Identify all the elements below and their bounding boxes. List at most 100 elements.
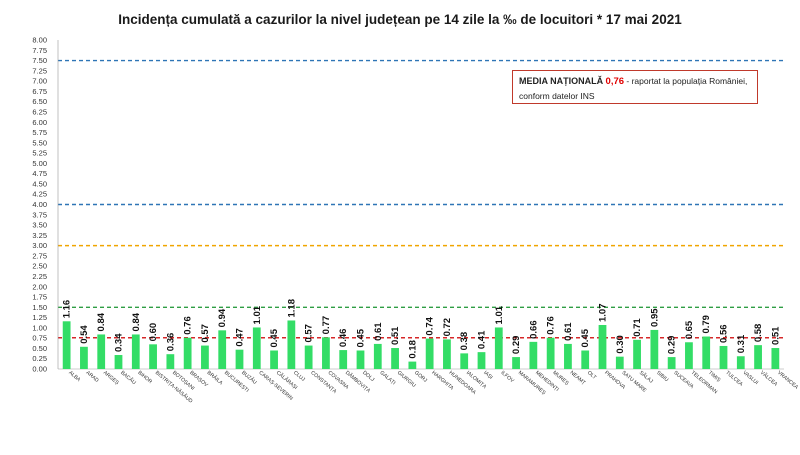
y-axis: 0.00 0.250.500.75 1.001.251.501.75 2.002.25…	[32, 36, 784, 374]
y-tick-label: 3.00	[32, 241, 47, 250]
bars	[62, 320, 780, 369]
x-tick-label: ALBA	[67, 370, 81, 383]
data-label: 0.31	[736, 334, 747, 353]
bar	[581, 350, 590, 369]
bar	[667, 357, 676, 369]
data-label: 0.45	[580, 328, 591, 347]
data-label: 0.45	[356, 328, 367, 347]
data-label: 0.45	[269, 328, 280, 347]
x-tick-label: CLUJ	[292, 370, 306, 383]
x-tick-label: SIBIU	[655, 370, 669, 383]
y-tick-label: 0.00	[32, 365, 47, 374]
x-tick-label: BACĂU	[119, 369, 137, 386]
data-label: 0.30	[615, 335, 626, 354]
data-label: 0.66	[528, 320, 539, 339]
data-label: 1.01	[494, 305, 505, 324]
data-label: 0.84	[96, 312, 107, 331]
bar	[166, 354, 175, 369]
y-tick-label: 4.25	[32, 190, 47, 199]
bar	[252, 327, 261, 369]
bar	[685, 342, 693, 369]
data-label: 0.38	[459, 332, 470, 351]
legend-national-average: MEDIA NAȚIONALĂ 0,76 - raportat la popul…	[512, 70, 758, 104]
data-label: 0.51	[770, 326, 781, 345]
bar	[615, 356, 624, 369]
data-label: 0.60	[148, 323, 159, 342]
bar	[771, 348, 780, 369]
data-label: 0.29	[511, 336, 522, 355]
x-tick-label: OLT	[586, 370, 598, 381]
y-tick-label: 6.00	[32, 118, 47, 127]
x-tick-label: BIHOR	[137, 370, 154, 385]
data-label: 0.84	[131, 312, 142, 331]
bar	[494, 327, 503, 369]
bar	[702, 336, 711, 369]
x-tick-label: VÂLCEA	[759, 369, 780, 388]
bar	[97, 334, 106, 369]
y-tick-label: 3.50	[32, 221, 47, 230]
y-tick-label: 2.50	[32, 262, 47, 271]
bar	[114, 355, 123, 369]
bar	[650, 329, 659, 369]
data-label: 0.76	[183, 316, 194, 335]
x-tick-label: ARGEȘ	[102, 370, 120, 387]
data-label: 0.79	[701, 315, 712, 334]
bar	[218, 330, 227, 369]
bar	[149, 344, 157, 369]
bar	[546, 337, 555, 369]
y-tick-label: 1.00	[32, 323, 47, 332]
data-label: 0.71	[632, 318, 643, 337]
bar	[322, 337, 330, 369]
data-label: 0.46	[338, 329, 349, 348]
bar	[356, 350, 365, 369]
data-label: 0.18	[407, 340, 418, 359]
data-label: 0.94	[217, 308, 228, 327]
bar	[339, 350, 348, 369]
data-label: 0.51	[390, 326, 401, 345]
bar	[80, 346, 88, 369]
data-label: 0.65	[684, 320, 695, 339]
bar	[425, 338, 434, 369]
bar	[477, 352, 486, 369]
bar	[62, 321, 71, 369]
bar	[201, 345, 209, 369]
data-label: 0.61	[373, 322, 384, 341]
bar	[183, 337, 192, 369]
data-label: 0.41	[477, 330, 488, 349]
bar	[598, 324, 607, 369]
y-tick-label: 2.00	[32, 282, 47, 291]
bar	[736, 356, 745, 369]
y-tick-label: 5.00	[32, 159, 47, 168]
bar	[529, 341, 538, 369]
y-tick-label: 1.50	[32, 303, 47, 312]
data-label: 0.74	[425, 316, 436, 335]
y-tick-label: 7.00	[32, 77, 47, 86]
bar	[131, 334, 140, 369]
y-tick-label: 0.25	[32, 354, 47, 363]
x-tick-label: IAȘI	[482, 370, 493, 381]
legend-value: 0,76	[605, 76, 625, 87]
bar	[564, 343, 572, 369]
y-tick-label: 8.00	[32, 36, 47, 45]
y-tick-label: 3.75	[32, 210, 47, 219]
y-tick-label: 5.75	[32, 128, 47, 137]
bar	[408, 361, 417, 369]
data-label: 0.29	[667, 336, 678, 355]
y-tick-label: 2.25	[32, 272, 47, 281]
y-tick-label: 7.75	[32, 46, 47, 55]
y-tick-label: 0.50	[32, 344, 47, 353]
data-label: 0.61	[563, 322, 574, 341]
data-label: 1.16	[62, 300, 73, 319]
chart-title: Incidența cumulată a cazurilor la nivel …	[118, 12, 682, 27]
bar	[304, 345, 313, 369]
y-tick-label: 6.50	[32, 97, 47, 106]
data-label: 0.58	[753, 324, 764, 343]
x-tick-label: TIMIȘ	[707, 370, 722, 384]
y-tick-label: 5.50	[32, 138, 47, 147]
data-label: 0.57	[200, 324, 211, 343]
data-label: 0.56	[719, 324, 730, 343]
bar	[373, 343, 382, 369]
data-label: 0.36	[165, 333, 176, 352]
y-tick-label: 7.50	[32, 56, 47, 65]
